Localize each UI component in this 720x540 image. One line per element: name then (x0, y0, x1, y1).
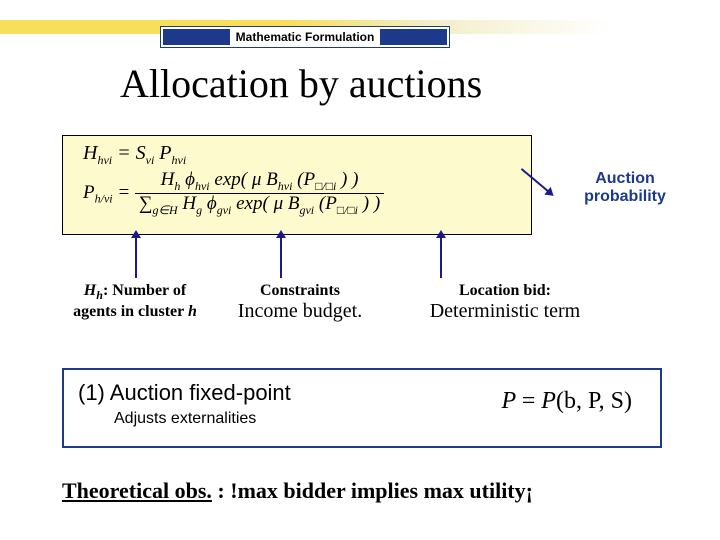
num-exp: exp( (214, 169, 251, 190)
eq1-p: P (159, 142, 171, 164)
auction-probability-label: Auction probability (565, 170, 685, 206)
den-mu: μ (274, 193, 288, 214)
fp-mid: = (522, 388, 542, 414)
label-constraints: Constraints Income budget. (230, 282, 370, 323)
fixed-point-equation: P = P(b, P, S) (502, 388, 632, 415)
hh-h2: h (188, 303, 197, 320)
den-phi: ϕ (207, 193, 217, 214)
den-sum: ∑ (139, 193, 153, 214)
eq2-fraction: Hh ϕhvi exp( μ Bhvi (P□/□i ) ) ∑g∈H Hg ϕ… (135, 170, 384, 217)
fp-title-text: Auction fixed-point (105, 380, 291, 405)
den-close: ) ) (363, 193, 380, 214)
hh-line2: agents in cluster (73, 303, 188, 320)
formula-line-2: Ph/vi = Hh ϕhvi exp( μ Bhvi (P□/□i ) ) ∑… (83, 170, 384, 217)
arrow-hh (135, 236, 137, 278)
slide-title: Allocation by auctions (120, 60, 482, 107)
fp-rhs: P (541, 388, 556, 414)
hh-h: H (84, 282, 96, 299)
header-box: Mathematic Formulation (160, 26, 450, 48)
den-b-sub: gvi (299, 203, 314, 217)
den-h-sub: g (196, 203, 202, 217)
loc-title: Location bid: (459, 282, 551, 299)
eq2-p-sub: h/vi (95, 192, 113, 206)
eq1-s-sub: vi (146, 153, 155, 167)
eq1-h: H (83, 142, 97, 164)
fixed-point-box: (1) Auction fixed-point Adjusts external… (62, 368, 662, 448)
constraints-title: Constraints (260, 282, 340, 299)
num-paren-sub: □/□i (315, 179, 336, 193)
fp-args: (b, P, S) (556, 388, 632, 414)
formula-box: Hhvi = Svi Phvi Ph/vi = Hh ϕhvi exp( μ B… (62, 135, 532, 235)
eq2-numerator: Hh ϕhvi exp( μ Bhvi (P□/□i ) ) (135, 170, 384, 194)
den-sum-sub: g∈H (152, 203, 177, 217)
label-location-bid: Location bid: Deterministic term (420, 282, 590, 323)
formula-line-1: Hhvi = Svi Phvi (83, 142, 186, 168)
num-b-sub: hvi (278, 179, 293, 193)
num-phi: ϕ (185, 169, 195, 190)
eq1-s: S (136, 142, 146, 164)
den-b: B (288, 193, 300, 214)
constraints-sub: Income budget. (238, 300, 362, 322)
hh-sub: h (96, 288, 103, 302)
arrow-location (440, 236, 442, 278)
eq1-p-sub: hvi (172, 153, 187, 167)
eq1-eq: = (117, 142, 136, 164)
theoretical-rest: : !max bidder implies max utility¡ (212, 478, 533, 503)
theoretical-obs: Theoretical obs. : !max bidder implies m… (62, 478, 533, 504)
den-exp: exp( (236, 193, 273, 214)
num-mu: μ (252, 169, 266, 190)
fp-lhs: P (502, 388, 516, 414)
fp-num: (1) (78, 380, 105, 405)
theoretical-label: Theoretical obs. (62, 478, 212, 503)
eq2-p: P (83, 182, 95, 203)
num-h-sub: h (174, 179, 180, 193)
loc-sub: Deterministic term (430, 300, 581, 322)
den-phi-sub: gvi (217, 203, 232, 217)
den-paren-sub: □/□i (337, 203, 358, 217)
den-paren: (P (319, 193, 337, 214)
eq1-h-sub: hvi (97, 153, 112, 167)
num-h: H (161, 169, 175, 190)
den-h: H (182, 193, 196, 214)
num-phi-sub: hvi (195, 179, 210, 193)
num-close: ) ) (341, 169, 358, 190)
num-paren: (P (297, 169, 315, 190)
label-hh: Hh: Number of agents in cluster h (60, 282, 210, 321)
eq2-eq: = (117, 182, 135, 203)
arrow-constraints (280, 236, 282, 278)
eq2-denominator: ∑g∈H Hg ϕgvi exp( μ Bgvi (P□/□i ) ) (135, 194, 384, 217)
num-b: B (266, 169, 278, 190)
header-title: Mathematic Formulation (230, 29, 381, 45)
hh-rest1: : Number of (103, 282, 186, 299)
